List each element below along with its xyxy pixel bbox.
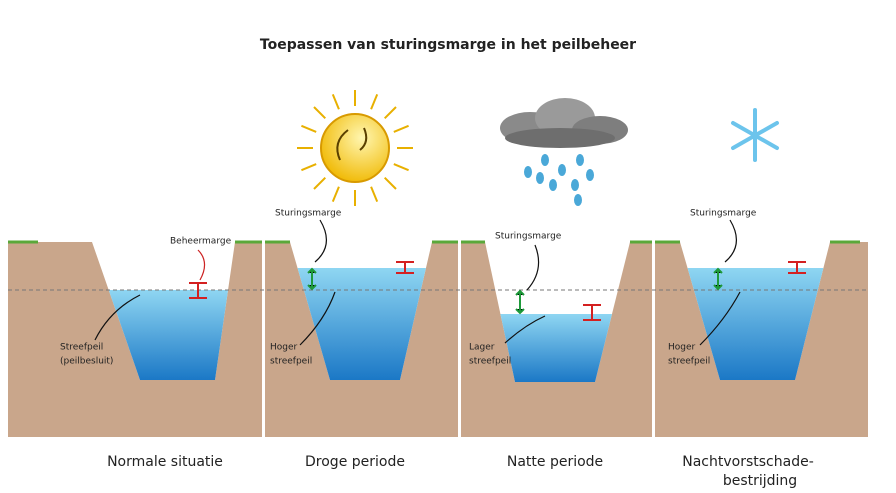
caption: bestrijding [723, 473, 797, 489]
sun [297, 90, 413, 206]
snowflake [733, 110, 777, 160]
caption: Natte periode [507, 454, 603, 470]
title: Toepassen van sturingsmarge in het peilb… [260, 37, 636, 53]
rain-cloud [500, 98, 628, 206]
annotation: Beheermarge [170, 237, 232, 247]
annotation: Sturingsmarge [690, 209, 757, 219]
sun-ray [314, 107, 325, 118]
sun-ray [301, 164, 316, 170]
sun-ray [385, 178, 396, 189]
diagram: Toepassen van sturingsmarge in het peilb… [0, 0, 896, 493]
annotation: Sturingsmarge [275, 209, 342, 219]
annotation: streefpeil [270, 357, 312, 367]
sun-ray [394, 126, 409, 132]
annotation: streefpeil [668, 357, 710, 367]
sun-ray [333, 94, 339, 109]
sun-ray [371, 94, 377, 109]
caption: Normale situatie [107, 454, 223, 470]
landscape [8, 242, 868, 437]
annotation: streefpeil [469, 357, 511, 367]
annotation: Hoger [668, 343, 696, 353]
sun-ray [314, 178, 325, 189]
sun-ray [333, 187, 339, 202]
annotation: Sturingsmarge [495, 232, 562, 242]
annotation: Lager [469, 343, 495, 353]
annotation: Streefpeil [60, 343, 103, 353]
sun-ray [385, 107, 396, 118]
sun-ray [301, 126, 316, 132]
annotation: Hoger [270, 343, 298, 353]
water [500, 314, 612, 382]
sun-ray [371, 187, 377, 202]
caption: Droge periode [305, 454, 405, 470]
caption: Nachtvorstschade- [682, 454, 814, 470]
annotation: (peilbesluit) [60, 357, 113, 367]
sun-ray [394, 164, 409, 170]
